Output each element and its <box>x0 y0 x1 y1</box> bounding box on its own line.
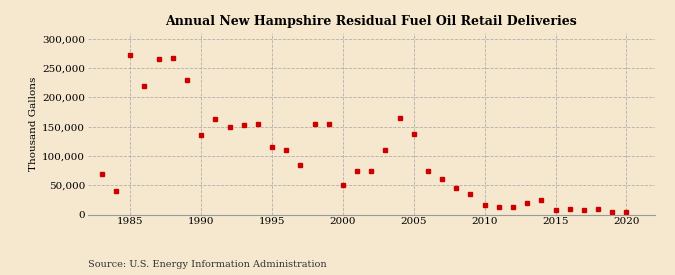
Title: Annual New Hampshire Residual Fuel Oil Retail Deliveries: Annual New Hampshire Residual Fuel Oil R… <box>165 15 577 28</box>
Y-axis label: Thousand Gallons: Thousand Gallons <box>29 76 38 171</box>
Text: Source: U.S. Energy Information Administration: Source: U.S. Energy Information Administ… <box>88 260 327 269</box>
